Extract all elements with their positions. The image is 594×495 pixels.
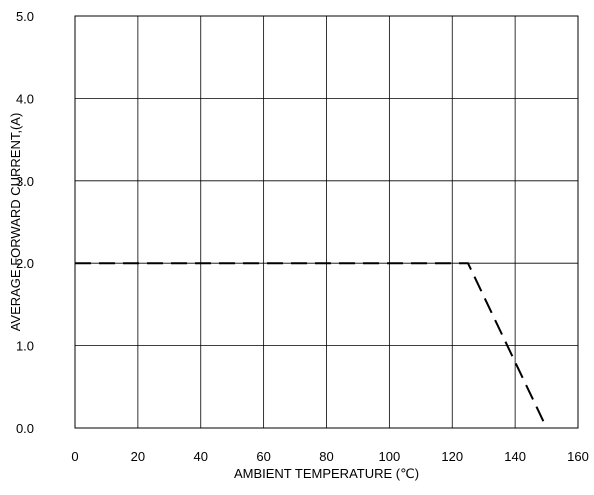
x-tick-label: 160 bbox=[567, 449, 589, 464]
y-axis-ticks: 0.0 1.0 2.0 3.0 4.0 5.0 bbox=[16, 9, 34, 436]
x-tick-label: 100 bbox=[379, 449, 401, 464]
x-tick-label: 140 bbox=[504, 449, 526, 464]
y-tick-label: 2.0 bbox=[16, 256, 34, 271]
x-tick-label: 40 bbox=[194, 449, 208, 464]
y-axis-title: AVERAGE FORWARD CURRENT,(A) bbox=[8, 113, 23, 332]
grid bbox=[75, 16, 578, 428]
x-tick-label: 0 bbox=[71, 449, 78, 464]
y-tick-label: 5.0 bbox=[16, 9, 34, 24]
x-tick-label: 80 bbox=[319, 449, 333, 464]
plot-area-frame bbox=[74, 15, 579, 429]
x-axis-ticks: 0 20 40 60 80 100 120 140 160 bbox=[71, 449, 588, 464]
y-tick-label: 1.0 bbox=[16, 339, 34, 354]
y-tick-label: 3.0 bbox=[16, 174, 34, 189]
x-tick-label: 120 bbox=[441, 449, 463, 464]
x-tick-label: 20 bbox=[131, 449, 145, 464]
y-tick-label: 4.0 bbox=[16, 91, 34, 106]
x-axis-title: AMBIENT TEMPERATURE (℃) bbox=[234, 466, 419, 481]
series-layer bbox=[75, 262, 548, 429]
derating-curve bbox=[75, 262, 548, 429]
y-tick-label: 0.0 bbox=[16, 421, 34, 436]
x-tick-label: 60 bbox=[256, 449, 270, 464]
